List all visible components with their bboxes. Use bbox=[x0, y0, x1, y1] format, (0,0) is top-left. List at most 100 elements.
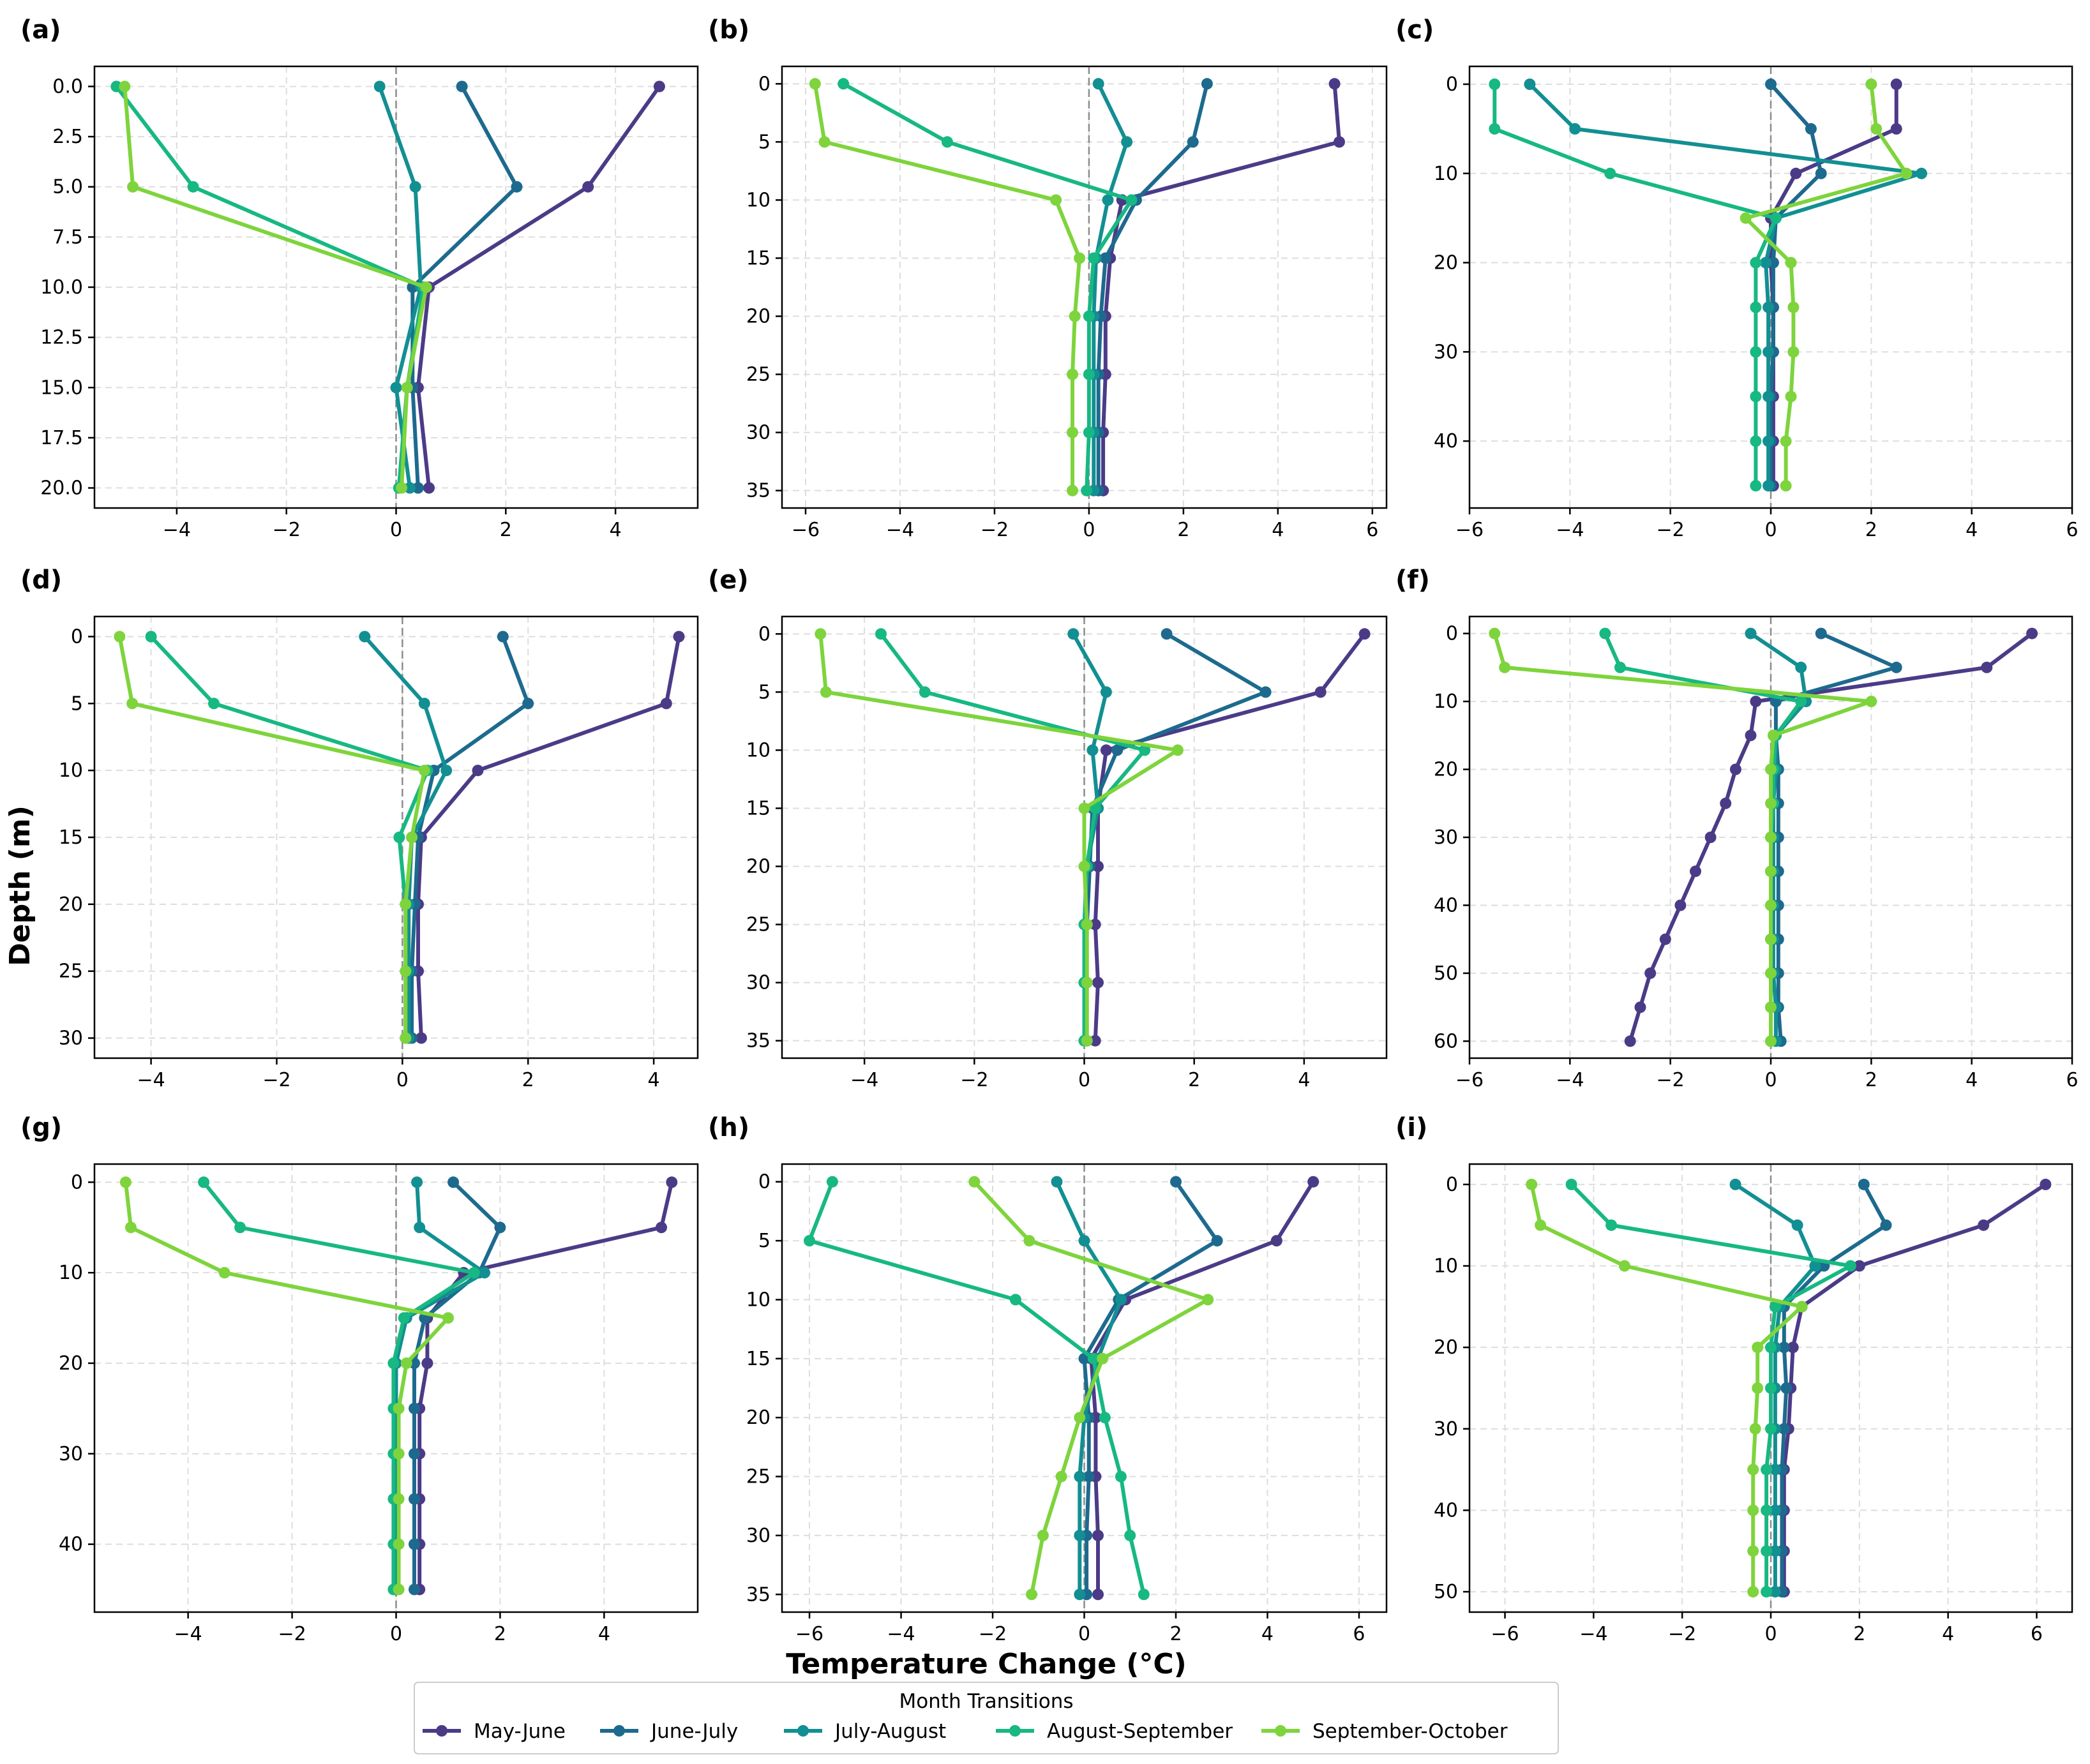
y-tick-label: 0 bbox=[71, 1171, 83, 1193]
series-line bbox=[1743, 82, 1909, 488]
y-tick-label: 0 bbox=[758, 1171, 771, 1193]
data-point bbox=[1088, 252, 1100, 264]
panel-label: (f) bbox=[1395, 565, 1430, 595]
data-point bbox=[1765, 865, 1777, 878]
y-tick-label: 10 bbox=[746, 739, 771, 761]
data-point bbox=[1083, 368, 1095, 380]
data-point bbox=[1092, 1529, 1104, 1541]
series-line bbox=[1082, 1179, 1219, 1597]
y-tick-label: 0 bbox=[758, 623, 771, 645]
series-line bbox=[879, 632, 1147, 1043]
y-tick-label: 0 bbox=[758, 73, 771, 95]
y-tick-label: 10 bbox=[1434, 691, 1458, 713]
data-point bbox=[1763, 435, 1775, 447]
data-point bbox=[1780, 435, 1792, 447]
data-point bbox=[1765, 899, 1777, 911]
y-tick-label: 15 bbox=[746, 247, 771, 269]
y-tick-label: 10 bbox=[746, 189, 771, 211]
data-point bbox=[1121, 136, 1133, 148]
data-point bbox=[1749, 1423, 1761, 1435]
y-tick-label: 17.5 bbox=[40, 427, 83, 449]
y-tick-label: 5 bbox=[71, 692, 83, 715]
panel-label: (c) bbox=[1395, 15, 1434, 45]
data-point bbox=[1526, 1178, 1538, 1190]
data-point bbox=[1037, 1529, 1049, 1541]
data-point bbox=[1978, 1219, 1990, 1231]
data-point bbox=[919, 686, 931, 698]
data-point bbox=[1086, 744, 1099, 756]
data-point bbox=[1752, 1342, 1764, 1354]
data-point bbox=[1092, 1588, 1104, 1601]
y-tick-label: 20 bbox=[746, 1407, 771, 1429]
x-tick-label: −4 bbox=[887, 1623, 915, 1645]
data-point bbox=[1750, 301, 1762, 313]
data-point bbox=[1785, 257, 1797, 269]
y-tick-label: 30 bbox=[1434, 826, 1458, 849]
data-point bbox=[1769, 1545, 1781, 1557]
series-september-october bbox=[119, 80, 432, 494]
data-point bbox=[1787, 1342, 1799, 1354]
y-axis-title: Depth (m) bbox=[4, 805, 36, 966]
data-point bbox=[1083, 426, 1095, 438]
series-may-june bbox=[1624, 627, 2038, 1047]
data-point bbox=[1139, 744, 1151, 756]
data-point bbox=[1760, 257, 1772, 269]
y-tick-label: 35 bbox=[746, 1583, 771, 1606]
x-tick-label: 0 bbox=[396, 1069, 409, 1091]
panel-label: (g) bbox=[20, 1113, 62, 1142]
legend-label: July-August bbox=[834, 1720, 946, 1743]
data-point bbox=[1870, 123, 1883, 135]
data-point bbox=[1805, 123, 1817, 135]
series-august-september bbox=[1565, 1178, 1856, 1598]
x-tick-label: −2 bbox=[278, 1623, 306, 1645]
data-point bbox=[1092, 78, 1104, 90]
data-point bbox=[1761, 1504, 1773, 1516]
x-tick-label: 0 bbox=[1764, 1069, 1777, 1091]
data-point bbox=[479, 1267, 490, 1279]
data-point bbox=[818, 136, 831, 148]
data-point bbox=[114, 631, 126, 643]
y-tick-label: 30 bbox=[746, 422, 771, 444]
y-tick-label: 10 bbox=[1434, 1255, 1458, 1278]
legend-item-june-july: June-July bbox=[600, 1720, 738, 1743]
data-point bbox=[1844, 1260, 1856, 1272]
y-tick-label: 40 bbox=[59, 1534, 83, 1556]
x-tick-label: −4 bbox=[163, 519, 191, 541]
x-tick-label: −6 bbox=[1491, 1623, 1519, 1645]
x-tick-label: 2 bbox=[1865, 519, 1877, 541]
series-line bbox=[123, 1180, 450, 1592]
data-point bbox=[1791, 1219, 1803, 1231]
data-point bbox=[1099, 252, 1111, 264]
legend: Month Transitions May-June June-July July-… bbox=[414, 1682, 1559, 1754]
data-point bbox=[1604, 167, 1616, 179]
data-point bbox=[1051, 1176, 1063, 1188]
data-point bbox=[1765, 1423, 1777, 1435]
panel-c: (c) −6 −4 −2 0 2 4 6 0 10 20 30 40 bbox=[1395, 15, 2079, 541]
data-point bbox=[1023, 1235, 1035, 1247]
data-point bbox=[1081, 484, 1093, 497]
data-point bbox=[400, 1357, 412, 1369]
x-tick-label: 4 bbox=[648, 1069, 660, 1091]
y-tick-label: 10 bbox=[746, 1289, 771, 1311]
series-line bbox=[1092, 82, 1129, 493]
x-tick-label: −2 bbox=[1657, 1069, 1685, 1091]
data-point bbox=[1202, 1294, 1214, 1306]
data-point bbox=[660, 698, 672, 710]
series-line bbox=[813, 82, 1082, 493]
data-point bbox=[1750, 435, 1762, 447]
data-point bbox=[1328, 78, 1341, 90]
x-tick-label: 6 bbox=[2066, 519, 2078, 541]
y-tick-label: 30 bbox=[746, 972, 771, 994]
x-tick-label: −2 bbox=[979, 1623, 1007, 1645]
data-point bbox=[1115, 1294, 1127, 1306]
data-point bbox=[1097, 1352, 1109, 1364]
data-point bbox=[1809, 1260, 1821, 1272]
x-tick-label: −6 bbox=[795, 1623, 823, 1645]
panel-e: (e) −4 −2 0 2 4 0 5 10 15 20 25 30 35 bbox=[708, 565, 1388, 1091]
data-point bbox=[1795, 661, 1807, 673]
data-point bbox=[1765, 967, 1777, 979]
legend-marker bbox=[613, 1725, 625, 1737]
y-tick-label: 7.5 bbox=[52, 226, 83, 248]
